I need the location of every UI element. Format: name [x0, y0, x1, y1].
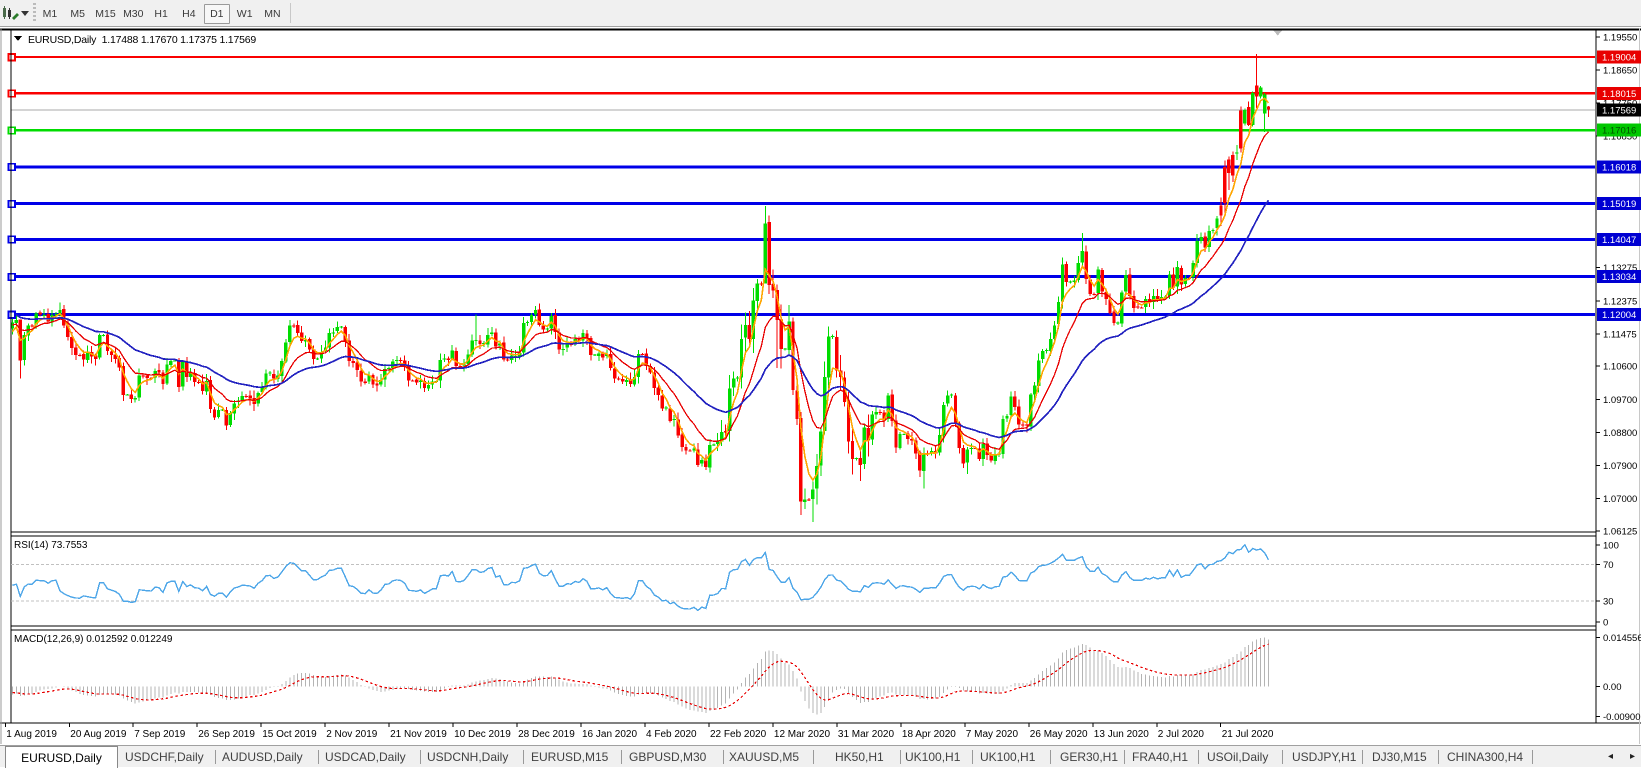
- svg-text:1.07000: 1.07000: [1603, 494, 1637, 505]
- svg-text:1.11475: 1.11475: [1603, 330, 1637, 341]
- svg-text:1.16850: 1.16850: [1603, 132, 1637, 143]
- svg-text:0.014556: 0.014556: [1603, 633, 1641, 644]
- svg-text:1.07900: 1.07900: [1603, 461, 1637, 472]
- svg-text:1.08800: 1.08800: [1603, 428, 1637, 439]
- svg-text:1.13034: 1.13034: [1602, 272, 1636, 283]
- svg-text:16 Jan 2020: 16 Jan 2020: [582, 729, 637, 740]
- svg-text:26 May 2020: 26 May 2020: [1030, 729, 1088, 740]
- svg-text:1.06125: 1.06125: [1603, 526, 1637, 537]
- svg-text:22 Feb 2020: 22 Feb 2020: [710, 729, 767, 740]
- svg-text:10 Dec 2019: 10 Dec 2019: [454, 729, 511, 740]
- svg-text:1.18650: 1.18650: [1603, 66, 1637, 77]
- svg-text:18 Apr 2020: 18 Apr 2020: [902, 729, 956, 740]
- svg-text:21 Jul 2020: 21 Jul 2020: [1222, 729, 1274, 740]
- svg-text:MACD(12,26,9) 0.012592 0.01224: MACD(12,26,9) 0.012592 0.012249: [14, 634, 173, 645]
- svg-text:1 Aug 2019: 1 Aug 2019: [6, 729, 57, 740]
- svg-text:1.13275: 1.13275: [1603, 263, 1637, 274]
- svg-text:26 Sep 2019: 26 Sep 2019: [198, 729, 255, 740]
- svg-text:1.12375: 1.12375: [1603, 296, 1637, 307]
- svg-text:1.12004: 1.12004: [1602, 310, 1636, 321]
- svg-text:1.17016: 1.17016: [1602, 126, 1636, 137]
- svg-text:15 Oct 2019: 15 Oct 2019: [262, 729, 317, 740]
- svg-text:0.00: 0.00: [1603, 682, 1622, 693]
- svg-text:0: 0: [1603, 618, 1608, 629]
- svg-text:21 Nov 2019: 21 Nov 2019: [390, 729, 447, 740]
- svg-text:13 Jun 2020: 13 Jun 2020: [1094, 729, 1149, 740]
- svg-text:1.18015: 1.18015: [1602, 89, 1636, 100]
- svg-text:70: 70: [1603, 560, 1614, 571]
- svg-text:1.10600: 1.10600: [1603, 362, 1637, 373]
- svg-text:12 Mar 2020: 12 Mar 2020: [774, 729, 831, 740]
- svg-text:RSI(14) 73.7553: RSI(14) 73.7553: [14, 540, 88, 551]
- svg-text:28 Dec 2019: 28 Dec 2019: [518, 729, 575, 740]
- svg-text:2 Jul 2020: 2 Jul 2020: [1158, 729, 1205, 740]
- svg-text:30: 30: [1603, 596, 1614, 607]
- svg-text:100: 100: [1603, 541, 1619, 552]
- svg-text:1.09700: 1.09700: [1603, 395, 1637, 406]
- svg-text:1.19550: 1.19550: [1603, 32, 1637, 43]
- svg-text:1.14047: 1.14047: [1602, 235, 1636, 246]
- svg-text:1.19004: 1.19004: [1602, 53, 1636, 64]
- svg-text:20 Aug 2019: 20 Aug 2019: [70, 729, 127, 740]
- svg-text:1.16018: 1.16018: [1602, 162, 1636, 173]
- svg-text:31 Mar 2020: 31 Mar 2020: [838, 729, 895, 740]
- svg-text:4 Feb 2020: 4 Feb 2020: [646, 729, 697, 740]
- svg-text:EURUSD,Daily 1.17488 1.17670: EURUSD,Daily 1.17488 1.17670 1.17375 1.1…: [28, 34, 256, 46]
- svg-text:7 May 2020: 7 May 2020: [966, 729, 1019, 740]
- svg-text:1.15019: 1.15019: [1602, 199, 1636, 210]
- svg-text:1.17569: 1.17569: [1602, 105, 1636, 116]
- svg-text:7 Sep 2019: 7 Sep 2019: [134, 729, 186, 740]
- svg-text:2 Nov 2019: 2 Nov 2019: [326, 729, 378, 740]
